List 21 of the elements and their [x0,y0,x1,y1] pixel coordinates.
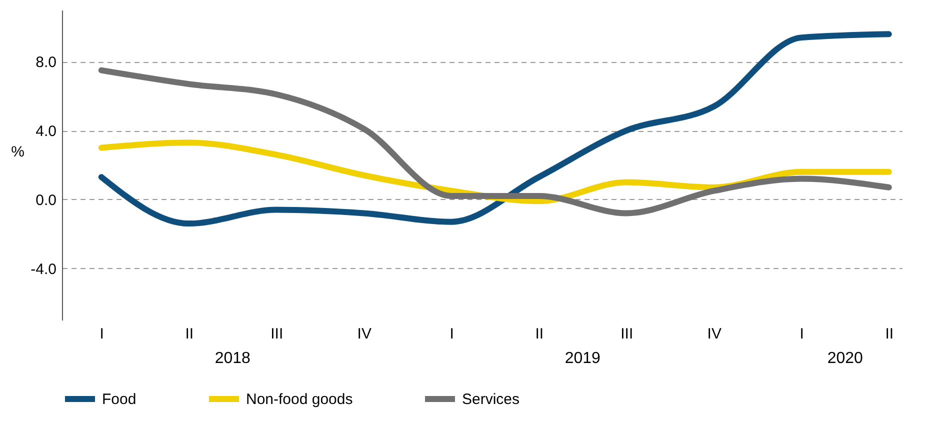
x-tick-label: IV [357,326,372,342]
x-tick-label: III [270,326,284,342]
x-tick-label: IV [707,326,722,342]
y-axis-title: % [11,143,24,160]
legend-label: Non-food goods [246,391,353,408]
x-tick-label: II [535,326,544,342]
text: 2018 [214,350,251,367]
x-tick-label: I [100,326,104,342]
x-tick-label: I [450,326,454,342]
legend-label: Services [462,391,520,408]
y-tick-label: -4.0 [30,260,56,278]
legend-label: Food [102,391,136,408]
x-tick-label: I [800,326,804,342]
text: 2019 [564,350,601,367]
x-tick-label: II [885,326,894,342]
text: 2020 [827,350,864,367]
x-tick-label: II [185,326,194,342]
x-tick-label: III [620,326,634,342]
y-tick-label: 8.0 [36,54,56,72]
y-tick-label: 0.0 [36,192,56,209]
y-tick-label: 4.0 [36,123,56,140]
